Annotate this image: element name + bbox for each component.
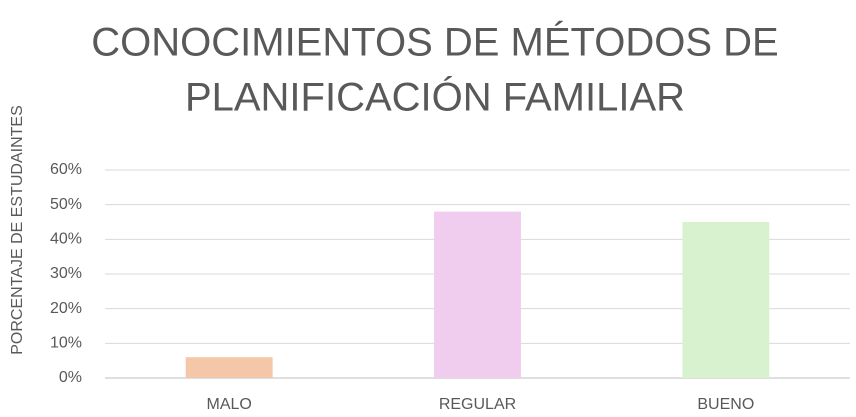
x-tick-label: BUENO xyxy=(697,396,754,413)
y-tick-label: 0% xyxy=(59,369,82,386)
bar xyxy=(434,211,521,378)
y-axis-label: PORCENTAJE DE ESTUDAINTES xyxy=(9,105,26,355)
y-tick-label: 40% xyxy=(50,231,82,248)
y-tick-label: 60% xyxy=(50,161,82,178)
x-tick-label: MALO xyxy=(206,396,251,413)
y-tick-label: 30% xyxy=(50,265,82,282)
y-tick-label: 10% xyxy=(50,335,82,352)
y-tick-label: 50% xyxy=(50,196,82,213)
chart-title: PLANIFICACIÓN FAMILIAR xyxy=(185,75,685,120)
y-tick-label: 20% xyxy=(50,300,82,317)
x-tick-label: REGULAR xyxy=(439,396,516,413)
bar xyxy=(185,357,273,378)
bar xyxy=(682,222,770,378)
chart-title: CONOCIMIENTOS DE MÉTODOS DE xyxy=(91,20,778,65)
